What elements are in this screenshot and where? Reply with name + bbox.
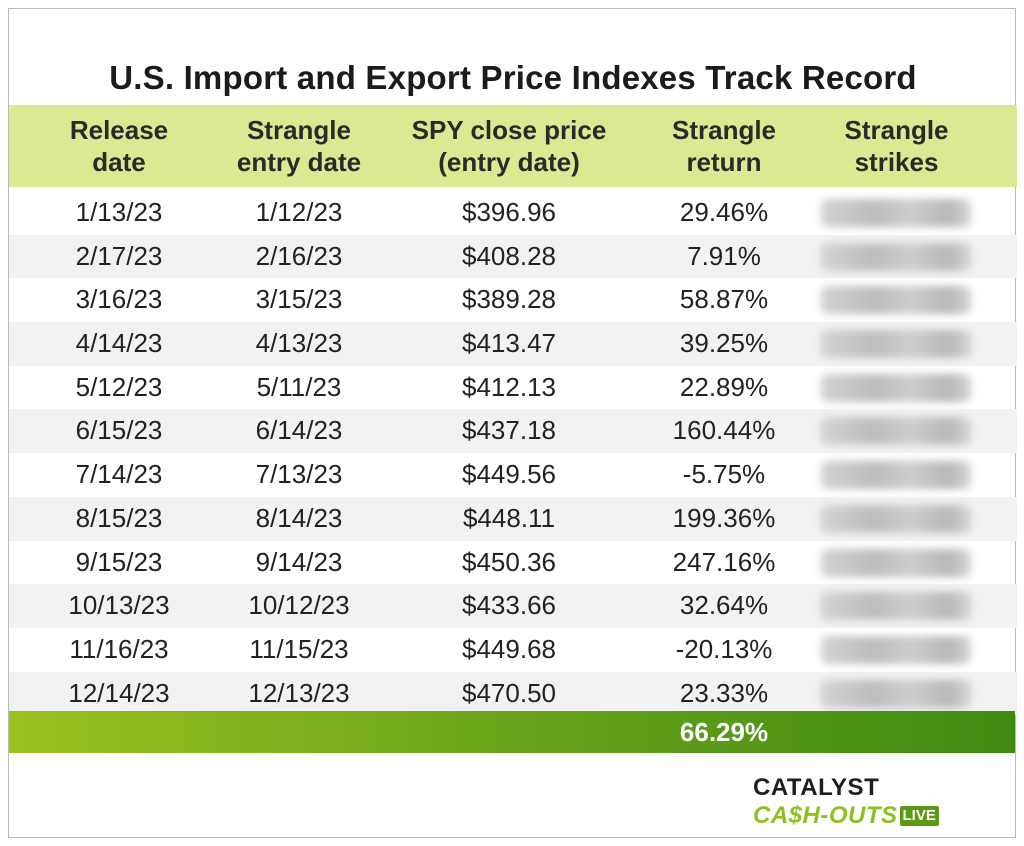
header-strangle-return: Strangle return <box>671 115 777 177</box>
strangle-return-cell: 32.64% <box>679 590 769 621</box>
header-release-date: Release date <box>69 115 169 177</box>
entry-date-cell: 8/14/23 <box>255 502 343 533</box>
release-date-cell: 5/12/23 <box>75 371 163 402</box>
table-row: 5/12/23 5/11/23 $412.13 22.89% <box>9 366 1017 410</box>
spy-close-cell: $450.36 <box>462 546 556 577</box>
table-row: 11/16/23 11/15/23 $449.68 -20.13% <box>9 628 1017 672</box>
spy-close-cell: $412.13 <box>462 371 556 402</box>
spy-close-cell: $408.28 <box>462 240 556 271</box>
strangle-return-cell: 29.46% <box>679 197 769 227</box>
release-date-cell: 9/15/23 <box>75 546 163 577</box>
entry-date-cell: 3/15/23 <box>255 284 343 315</box>
table-row: 6/15/23 6/14/23 $437.18 160.44% <box>9 409 1017 454</box>
spy-close-cell: $449.68 <box>462 633 556 664</box>
table-row: 12/14/23 12/13/23 $470.50 23.33% <box>9 671 1017 716</box>
release-date-cell: 1/13/23 <box>75 197 163 227</box>
spy-close-cell: $449.56 <box>462 459 556 490</box>
release-date-cell: 11/16/23 <box>69 633 169 664</box>
strangle-strikes-blurred <box>821 417 971 446</box>
strangle-strikes-blurred <box>821 199 971 227</box>
strangle-return-cell: 7.91% <box>687 240 761 271</box>
strangle-return-cell: -5.75% <box>682 459 766 490</box>
strangle-return-cell: 22.89% <box>679 371 769 402</box>
table-row: 7/14/23 7/13/23 $449.56 -5.75% <box>9 453 1017 497</box>
table-row: 1/13/23 1/12/23 $396.96 29.46% <box>9 191 1017 235</box>
strangle-return-cell: 58.87% <box>679 284 769 315</box>
strangle-strikes-blurred <box>821 373 971 402</box>
entry-date-cell: 11/15/23 <box>249 633 349 664</box>
strangle-return-cell: -20.13% <box>675 633 773 664</box>
table-body: 1/13/23 1/12/23 $396.96 29.46% 2/17/23 2/16/2… <box>9 191 1017 716</box>
track-record-card: U.S. Import and Export Price Indexes Tra… <box>8 8 1017 838</box>
spy-close-cell: $470.50 <box>462 677 556 708</box>
strangle-strikes-blurred <box>821 504 971 533</box>
spy-close-cell: $413.47 <box>462 328 556 359</box>
entry-date-cell: 6/14/23 <box>255 415 343 446</box>
table-row: 4/14/23 4/13/23 $413.47 39.25% <box>9 322 1017 366</box>
table-row: 10/13/23 10/12/23 $433.66 32.64% <box>9 584 1017 628</box>
header-strangle-strikes: Strangle strikes <box>844 115 949 177</box>
release-date-cell: 2/17/23 <box>75 240 163 271</box>
entry-date-cell: 10/12/23 <box>248 590 350 621</box>
table-row: 8/15/23 8/14/23 $448.11 199.36% <box>9 496 1017 541</box>
logo-live-badge: LIVE <box>899 806 939 826</box>
release-date-cell: 12/14/23 <box>68 677 170 708</box>
entry-date-cell: 12/13/23 <box>248 677 350 708</box>
release-date-cell: 8/15/23 <box>75 502 163 533</box>
spy-close-cell: $448.11 <box>462 502 556 533</box>
page-title: U.S. Import and Export Price Indexes Tra… <box>109 59 917 96</box>
strangle-return-cell: 247.16% <box>672 546 776 577</box>
entry-date-cell: 7/13/23 <box>255 459 343 490</box>
logo-cashouts-text: CA$H-OUTS <box>753 802 898 829</box>
release-date-cell: 6/15/23 <box>75 415 163 446</box>
entry-date-cell: 1/12/23 <box>255 197 343 227</box>
entry-date-cell: 5/11/23 <box>256 371 342 402</box>
strangle-strikes-blurred <box>821 242 971 271</box>
logo-catalyst-text: CATALYST <box>753 774 880 801</box>
spy-close-cell: $437.18 <box>462 415 556 446</box>
spy-close-cell: $433.66 <box>462 590 556 621</box>
table-header: Release date Strangle entry date SPY clo… <box>9 105 1017 187</box>
spy-close-cell: $389.28 <box>462 284 556 315</box>
strangle-strikes-blurred <box>821 330 971 359</box>
strangle-strikes-blurred <box>821 635 971 664</box>
table-row: 9/15/23 9/14/23 $450.36 247.16% <box>9 541 1017 585</box>
release-date-cell: 7/14/23 <box>75 459 163 490</box>
strangle-return-cell: 160.44% <box>672 415 776 446</box>
strangle-strikes-blurred <box>821 592 971 621</box>
catalyst-cashouts-logo: CATALYST CA$H-OUTS LIVE <box>753 775 973 831</box>
strangle-return-cell: 23.33% <box>679 677 769 708</box>
header-entry-date: Strangle entry date <box>236 115 362 177</box>
header-spy-close: SPY close price (entry date) <box>411 115 607 177</box>
table-row: 2/17/23 2/16/23 $408.28 7.91% <box>9 234 1017 279</box>
strangle-return-cell: 199.36% <box>672 502 776 533</box>
table-row: 3/16/23 3/15/23 $389.28 58.87% <box>9 278 1017 322</box>
entry-date-cell: 2/16/23 <box>255 240 343 271</box>
total-row: 66.29% <box>9 711 1015 753</box>
strangle-strikes-blurred <box>821 286 971 315</box>
strangle-strikes-blurred <box>821 679 971 708</box>
release-date-cell: 10/13/23 <box>68 590 170 621</box>
strangle-strikes-blurred <box>821 548 971 577</box>
entry-date-cell: 4/13/23 <box>255 328 343 359</box>
entry-date-cell: 9/14/23 <box>255 546 343 577</box>
total-return: 66.29% <box>679 717 769 747</box>
spy-close-cell: $396.96 <box>462 197 556 227</box>
strangle-return-cell: 39.25% <box>679 328 769 359</box>
release-date-cell: 4/14/23 <box>75 328 163 359</box>
release-date-cell: 3/16/23 <box>75 284 163 315</box>
strangle-strikes-blurred <box>821 461 971 490</box>
